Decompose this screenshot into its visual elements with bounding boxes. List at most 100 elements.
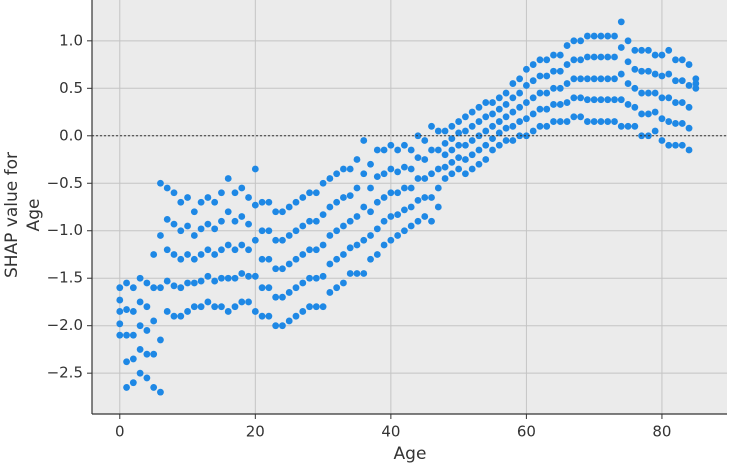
point <box>184 222 191 230</box>
point <box>238 213 246 220</box>
point <box>495 118 503 125</box>
point <box>319 303 327 311</box>
point <box>631 46 639 54</box>
point <box>319 211 327 218</box>
point <box>353 184 361 192</box>
y-tick-label: 0.0 <box>59 126 83 144</box>
point <box>441 175 449 182</box>
point <box>299 194 307 201</box>
point <box>190 232 198 239</box>
y-tick-label: −2.0 <box>47 316 83 334</box>
point <box>204 298 212 306</box>
point <box>543 72 551 80</box>
point <box>129 379 137 387</box>
point <box>536 56 544 64</box>
point <box>563 61 571 68</box>
point <box>299 279 307 287</box>
point <box>583 53 591 61</box>
point <box>299 308 307 315</box>
point <box>516 103 524 111</box>
point <box>685 146 693 154</box>
point <box>401 227 408 235</box>
point <box>658 94 666 102</box>
point <box>455 118 463 125</box>
point <box>306 217 313 225</box>
point <box>373 198 381 206</box>
point <box>177 227 185 235</box>
point <box>353 270 361 277</box>
point <box>672 77 679 85</box>
point <box>326 232 334 239</box>
y-tick-label: −2.5 <box>47 364 83 382</box>
point <box>380 217 388 225</box>
point <box>279 265 286 273</box>
point <box>150 284 158 292</box>
point <box>577 113 585 121</box>
point <box>231 217 239 225</box>
point <box>204 220 212 228</box>
y-tick-label: 0.5 <box>59 79 83 97</box>
point <box>597 118 605 125</box>
point <box>556 84 564 92</box>
point <box>421 137 429 144</box>
point <box>123 358 130 366</box>
point <box>550 84 557 92</box>
point <box>163 277 171 285</box>
point <box>631 65 639 73</box>
point <box>346 270 354 277</box>
point <box>468 108 476 116</box>
point <box>563 118 571 125</box>
point <box>651 89 659 97</box>
point <box>394 168 402 176</box>
point <box>523 99 530 106</box>
point <box>482 127 490 135</box>
point <box>502 89 510 97</box>
point <box>590 75 598 83</box>
point <box>251 165 259 173</box>
point <box>631 122 639 130</box>
point <box>434 184 442 192</box>
point <box>475 146 483 154</box>
point <box>265 284 273 292</box>
point <box>177 284 185 292</box>
point <box>367 255 374 263</box>
point <box>346 192 354 200</box>
point <box>651 70 659 78</box>
point <box>482 113 490 121</box>
point <box>238 241 246 249</box>
point <box>597 75 605 83</box>
point <box>638 46 646 54</box>
point <box>516 132 524 140</box>
point <box>434 146 442 154</box>
point <box>224 175 232 182</box>
point <box>292 255 300 263</box>
point <box>353 213 361 220</box>
point <box>665 70 673 78</box>
point <box>184 194 191 201</box>
point <box>170 282 178 290</box>
point <box>394 146 402 154</box>
point <box>136 346 144 353</box>
point <box>489 99 496 106</box>
point <box>346 217 354 225</box>
point <box>251 308 259 315</box>
point <box>380 170 388 178</box>
point <box>299 251 307 258</box>
point <box>550 51 557 59</box>
point <box>462 127 469 135</box>
point <box>617 96 625 104</box>
point <box>455 154 463 162</box>
point <box>536 105 544 113</box>
point <box>441 163 449 171</box>
point <box>204 246 212 254</box>
point <box>245 220 252 228</box>
point <box>577 75 585 83</box>
point <box>190 303 198 311</box>
point <box>211 198 219 206</box>
point <box>536 89 544 97</box>
point <box>672 99 679 106</box>
point <box>448 146 456 154</box>
point <box>475 160 483 168</box>
point <box>550 118 557 125</box>
point <box>387 141 395 149</box>
